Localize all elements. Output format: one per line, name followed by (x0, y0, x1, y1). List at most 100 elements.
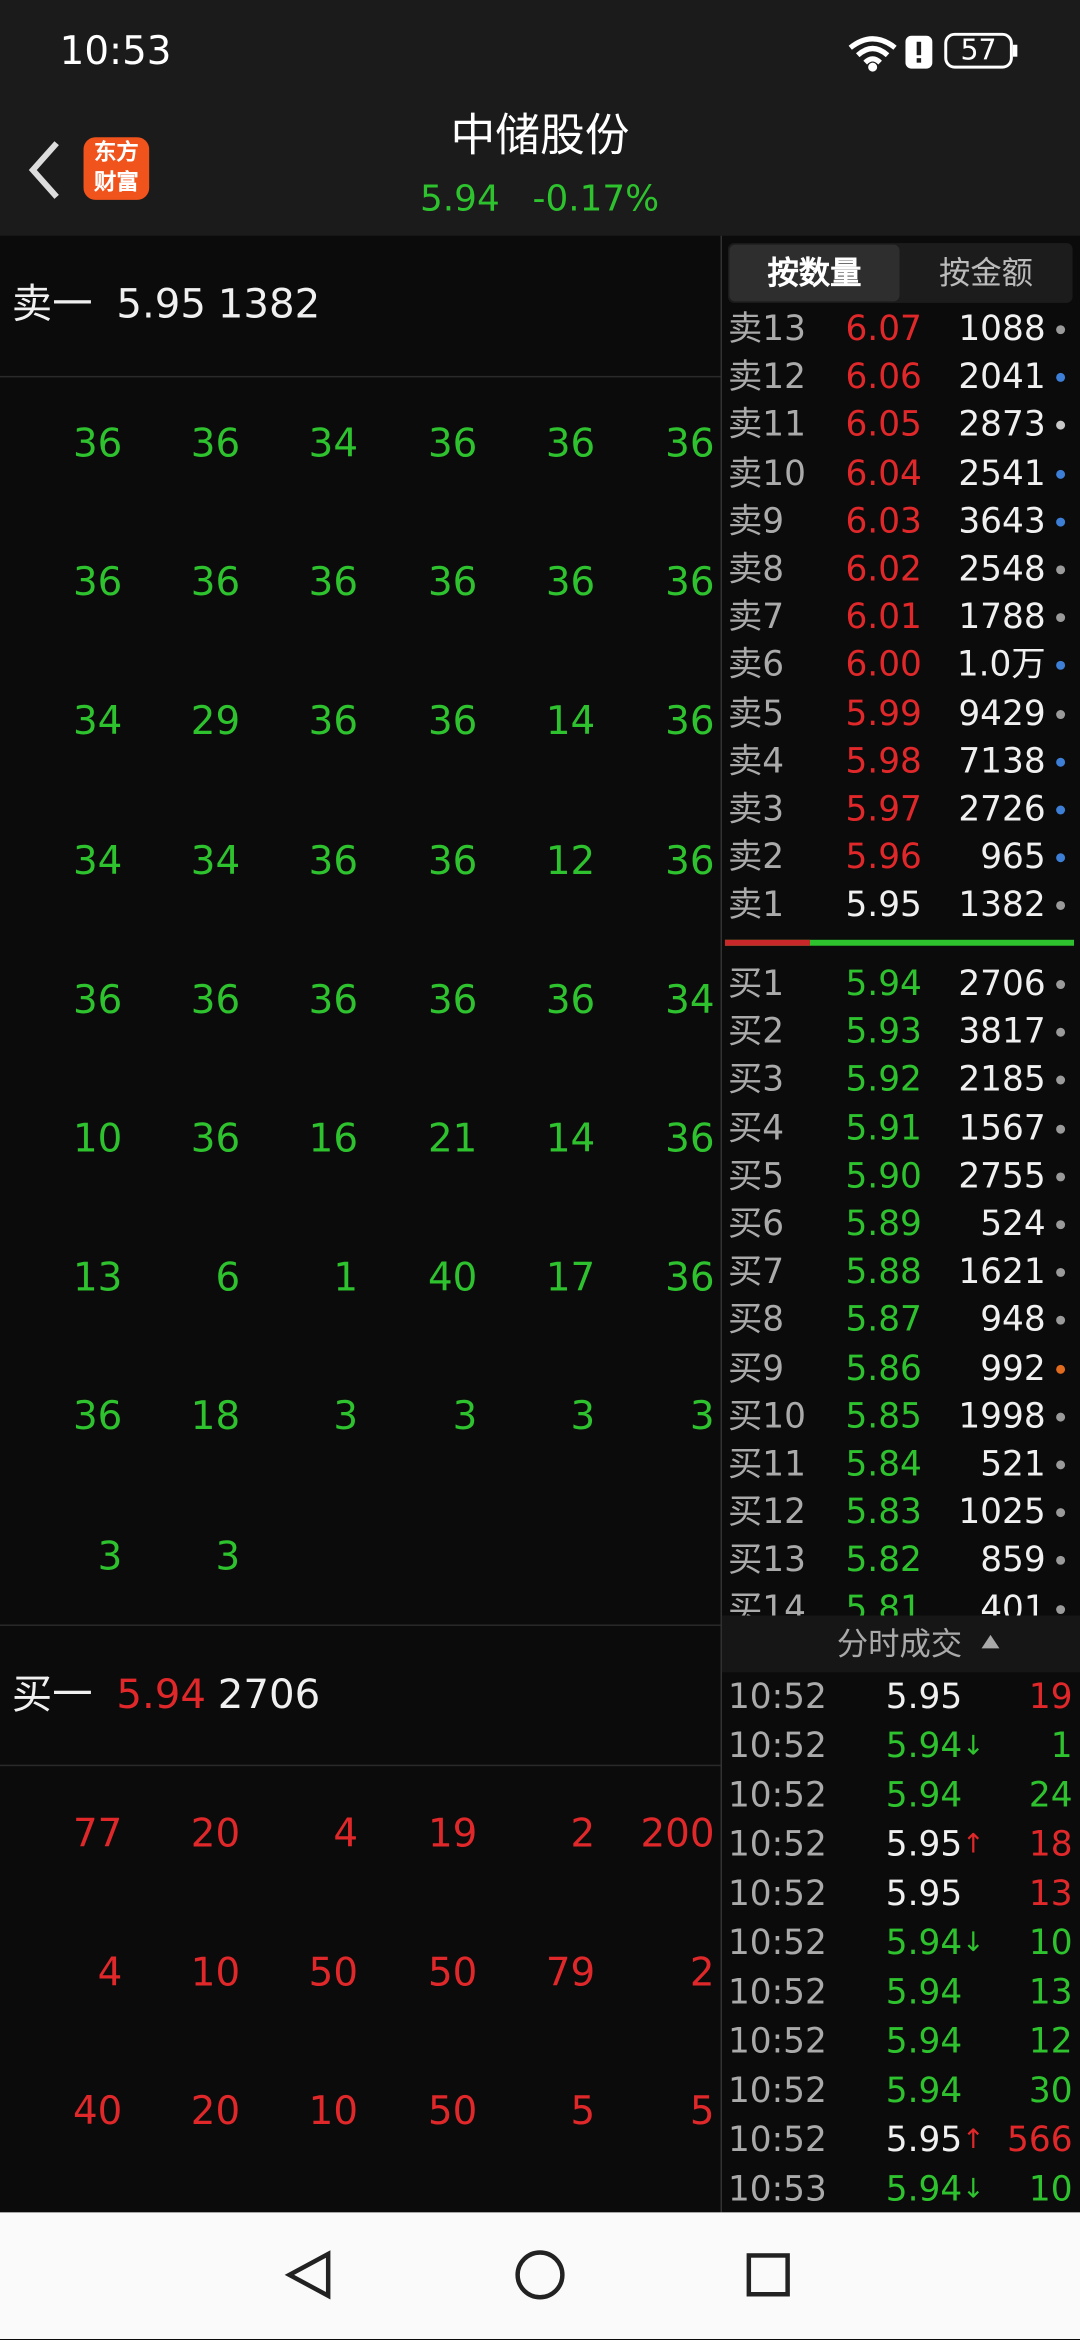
queue-price: 5.94 (116, 1672, 207, 1719)
book-volume: 2548 (958, 550, 1046, 590)
back-button[interactable] (21, 137, 66, 203)
trade-price: 5.94 (885, 1924, 963, 1964)
queue-order: 36 (665, 1117, 715, 1163)
queue-order: 36 (427, 978, 478, 1024)
nav-recent[interactable] (746, 2253, 790, 2297)
book-price: 5.86 (845, 1349, 922, 1389)
book-level: 卖9 (727, 502, 785, 542)
book-price: 5.93 (845, 1013, 922, 1052)
queue-price: 5.95 (116, 281, 207, 329)
queue-order: 19 (427, 1812, 478, 1858)
nav-bar (0, 2212, 1080, 2340)
trade-price: 5.95 (885, 1825, 963, 1865)
queue-order: 50 (308, 1951, 359, 1997)
nav-home[interactable] (515, 2250, 565, 2300)
book-level: 卖13 (727, 310, 806, 350)
indicator-dot (1056, 1316, 1066, 1326)
book-level: 买12 (727, 1493, 806, 1533)
trades-title[interactable]: 分时成交 (836, 1625, 963, 1662)
divider (0, 1764, 721, 1767)
book-level: 买6 (727, 1205, 785, 1245)
book-volume: 859 (980, 1541, 1046, 1581)
queue-order: 36 (72, 422, 123, 467)
book-price: 5.98 (845, 742, 922, 782)
book-level: 买5 (727, 1157, 785, 1197)
trade-time: 10:52 (727, 2121, 827, 2160)
queue-order: 5 (689, 2090, 715, 2136)
book-price: 5.99 (845, 694, 922, 734)
stock-name: 中储股份 (450, 110, 630, 163)
trade-volume: 10 (1028, 2170, 1073, 2210)
book-price: 6.03 (845, 502, 922, 542)
book-volume: 2726 (958, 790, 1046, 830)
queue-order: 3 (570, 1395, 596, 1441)
queue-order: 36 (190, 422, 241, 467)
indicator-dot (1056, 1124, 1066, 1134)
queue-order: 79 (545, 1951, 596, 1997)
indicator-dot (1056, 1604, 1066, 1614)
stock-change: -0.17% (532, 177, 660, 220)
queue-order: 6 (215, 1256, 241, 1302)
trade-time: 10:52 (727, 1825, 827, 1865)
book-volume: 9429 (958, 694, 1046, 734)
indicator-dot (1056, 1076, 1066, 1086)
queue-order: 29 (190, 700, 241, 745)
queue-order: 17 (545, 1256, 596, 1302)
queue-order: 4 (97, 1951, 123, 1997)
book-price: 5.85 (845, 1397, 922, 1437)
book-price: 5.88 (845, 1253, 922, 1293)
queue-order: 4 (333, 1812, 359, 1858)
queue-order: 10 (308, 2090, 359, 2136)
queue-order: 10 (190, 1951, 241, 1997)
tab[interactable]: 按数量 (767, 255, 862, 291)
queue-order: 34 (72, 839, 123, 884)
queue-order: 36 (545, 561, 596, 606)
queue-order: 36 (665, 561, 715, 606)
divider (720, 235, 722, 2213)
queue-order: 36 (308, 700, 359, 745)
book-level: 卖1 (727, 886, 785, 926)
indicator-dot (1056, 709, 1066, 719)
book-price: 6.02 (845, 550, 922, 590)
indicator-dot (1056, 1028, 1066, 1038)
book-volume: 992 (980, 1349, 1046, 1389)
queue-volume: 1382 (217, 281, 321, 329)
queue-order: 36 (427, 700, 478, 745)
tab[interactable]: 按金额 (939, 255, 1034, 291)
queue-order: 34 (308, 422, 359, 467)
queue-order: 36 (665, 839, 715, 884)
indicator-dot (1056, 517, 1066, 527)
divider (0, 375, 721, 378)
book-level: 买8 (727, 1301, 785, 1341)
trade-time: 10:53 (727, 2170, 827, 2210)
queue-order: 36 (427, 561, 478, 606)
trade-arrow: ↑ (962, 1828, 985, 1861)
battery-level: 57 (960, 34, 997, 68)
queue-order: 20 (190, 1812, 241, 1858)
queue-order: 3 (215, 1534, 241, 1580)
trade-time: 10:52 (727, 2022, 827, 2062)
indicator-dot (1056, 1556, 1066, 1566)
book-volume: 3643 (958, 502, 1046, 542)
queue-order: 10 (72, 1117, 123, 1163)
trade-volume: 13 (1028, 1973, 1073, 2013)
queue-order: 40 (427, 1256, 478, 1302)
book-price: 5.84 (845, 1445, 922, 1485)
queue-order: 34 (190, 839, 241, 884)
trade-volume: 19 (1028, 1678, 1073, 1717)
queue-order: 3 (333, 1395, 359, 1441)
trade-arrow: ↓ (962, 1730, 985, 1762)
indicator-dot (1056, 805, 1066, 815)
queue-order: 20 (190, 2090, 241, 2136)
indicator-dot (1056, 901, 1066, 911)
trade-time: 10:52 (727, 1678, 827, 1717)
book-level: 卖4 (727, 742, 785, 782)
indicator-dot (1056, 1220, 1066, 1230)
book-volume: 1.0万 (956, 646, 1046, 686)
trade-volume: 10 (1028, 1924, 1073, 1964)
nav-back[interactable] (284, 2250, 331, 2300)
trade-price: 5.94 (885, 2170, 963, 2210)
indicator-dot (1056, 661, 1066, 671)
